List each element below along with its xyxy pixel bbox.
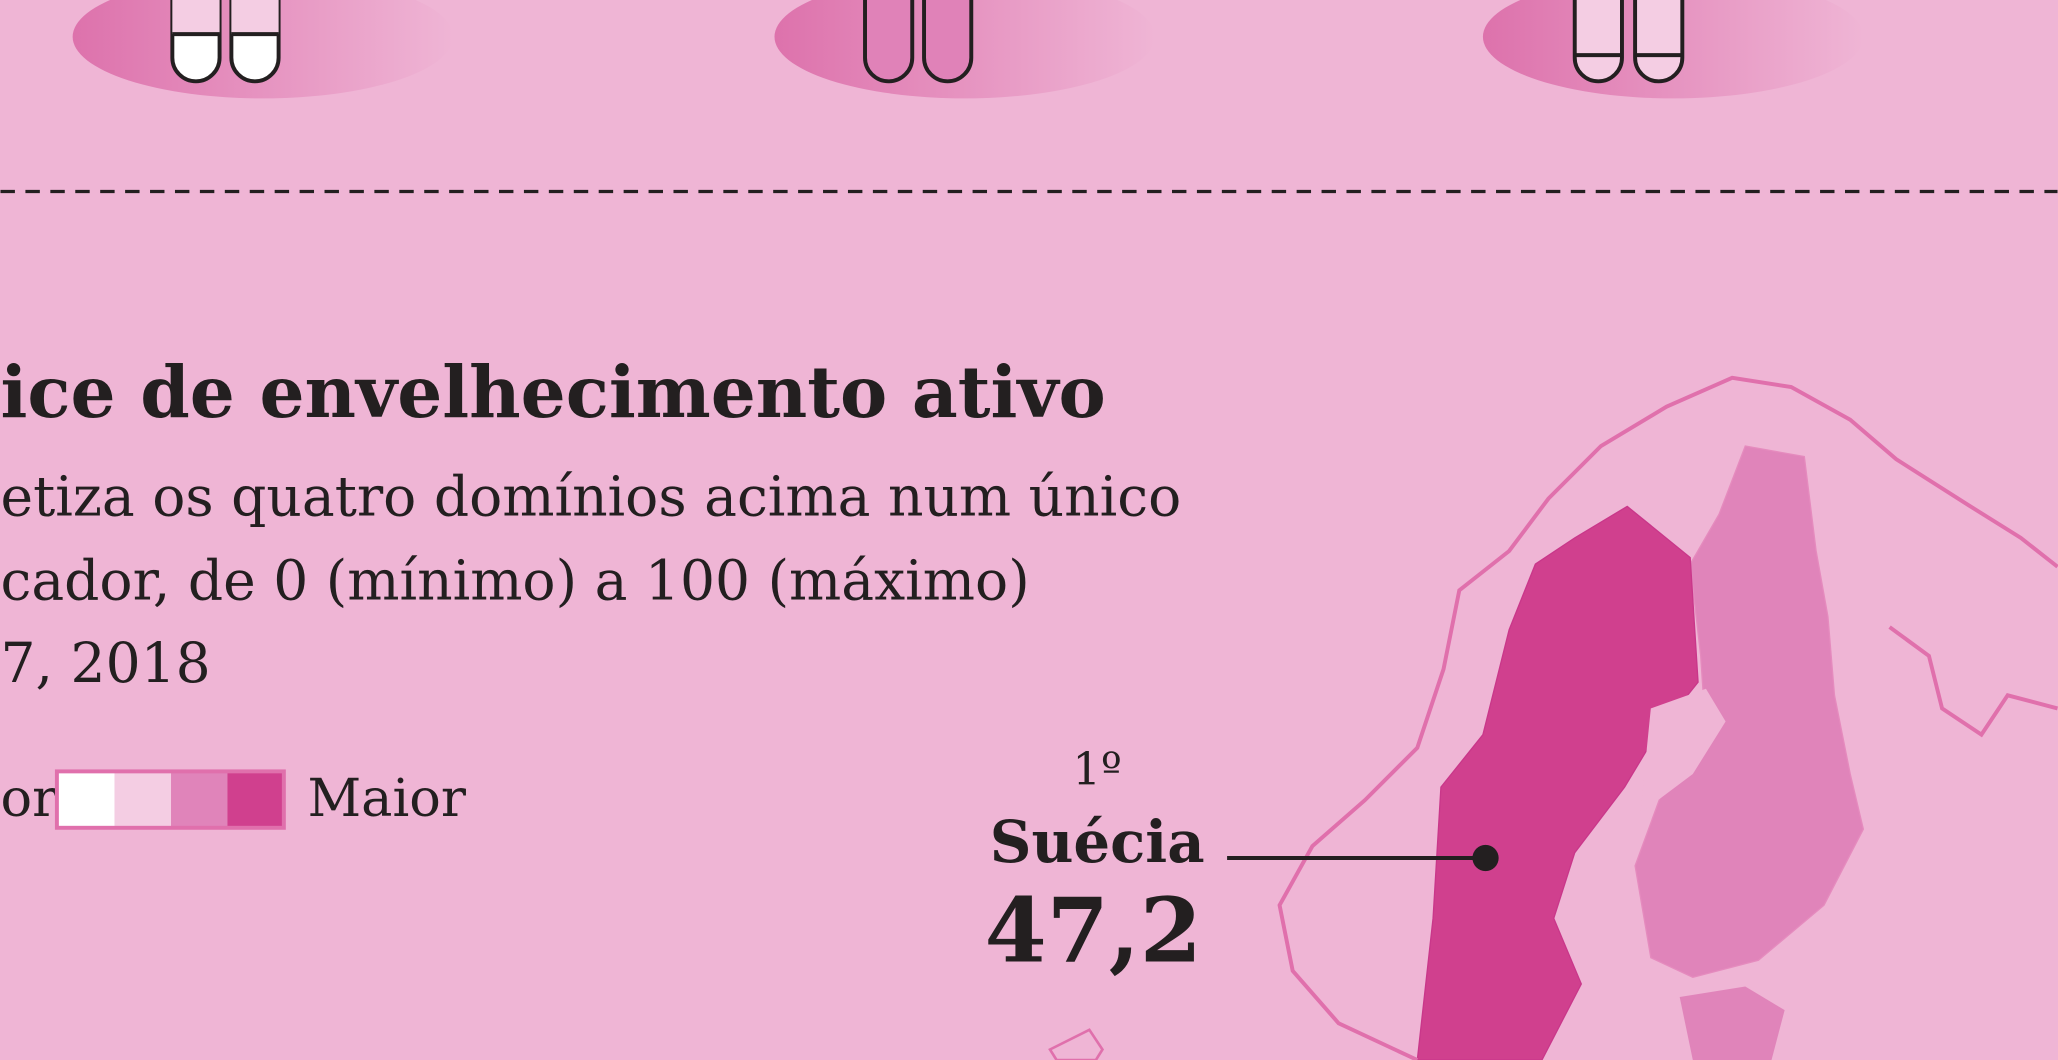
subtitle: etiza os quatro domínios acima num único [0, 465, 1181, 529]
callout: 1º Suécia 47,2 [985, 744, 1499, 984]
island [1048, 1028, 1105, 1060]
legend-swatch [58, 772, 115, 827]
tube [1633, 0, 1685, 84]
map [1048, 375, 2058, 1060]
tube [922, 0, 974, 84]
value: 47,2 [985, 879, 1202, 984]
top-icons [72, 0, 1864, 99]
gulf [1640, 688, 1726, 814]
legend-low: or [0, 768, 58, 829]
tube [863, 0, 915, 84]
legend-border [54, 769, 286, 830]
leader-dot [1472, 844, 1499, 872]
tube-fill [172, 0, 220, 35]
tube [1572, 0, 1624, 84]
legend: or Maior [0, 768, 467, 830]
norway-coast [1277, 375, 2058, 1060]
estonia [1679, 986, 1785, 1060]
russia-coast [1888, 625, 2058, 738]
rank: 1º [1073, 744, 1122, 796]
legend-swatch [114, 772, 172, 827]
legend-swatch [227, 772, 284, 827]
country: Suécia [990, 808, 1205, 876]
subtitle: 7, 2018 [0, 631, 210, 695]
legend-swatch [171, 772, 228, 827]
legend-high: Maior [307, 768, 466, 829]
tube-fill [231, 0, 279, 35]
title: ice de envelhecimento ativo [0, 350, 1105, 434]
subtitle: cador, de 0 (mínimo) a 100 (máximo) [0, 549, 1029, 613]
